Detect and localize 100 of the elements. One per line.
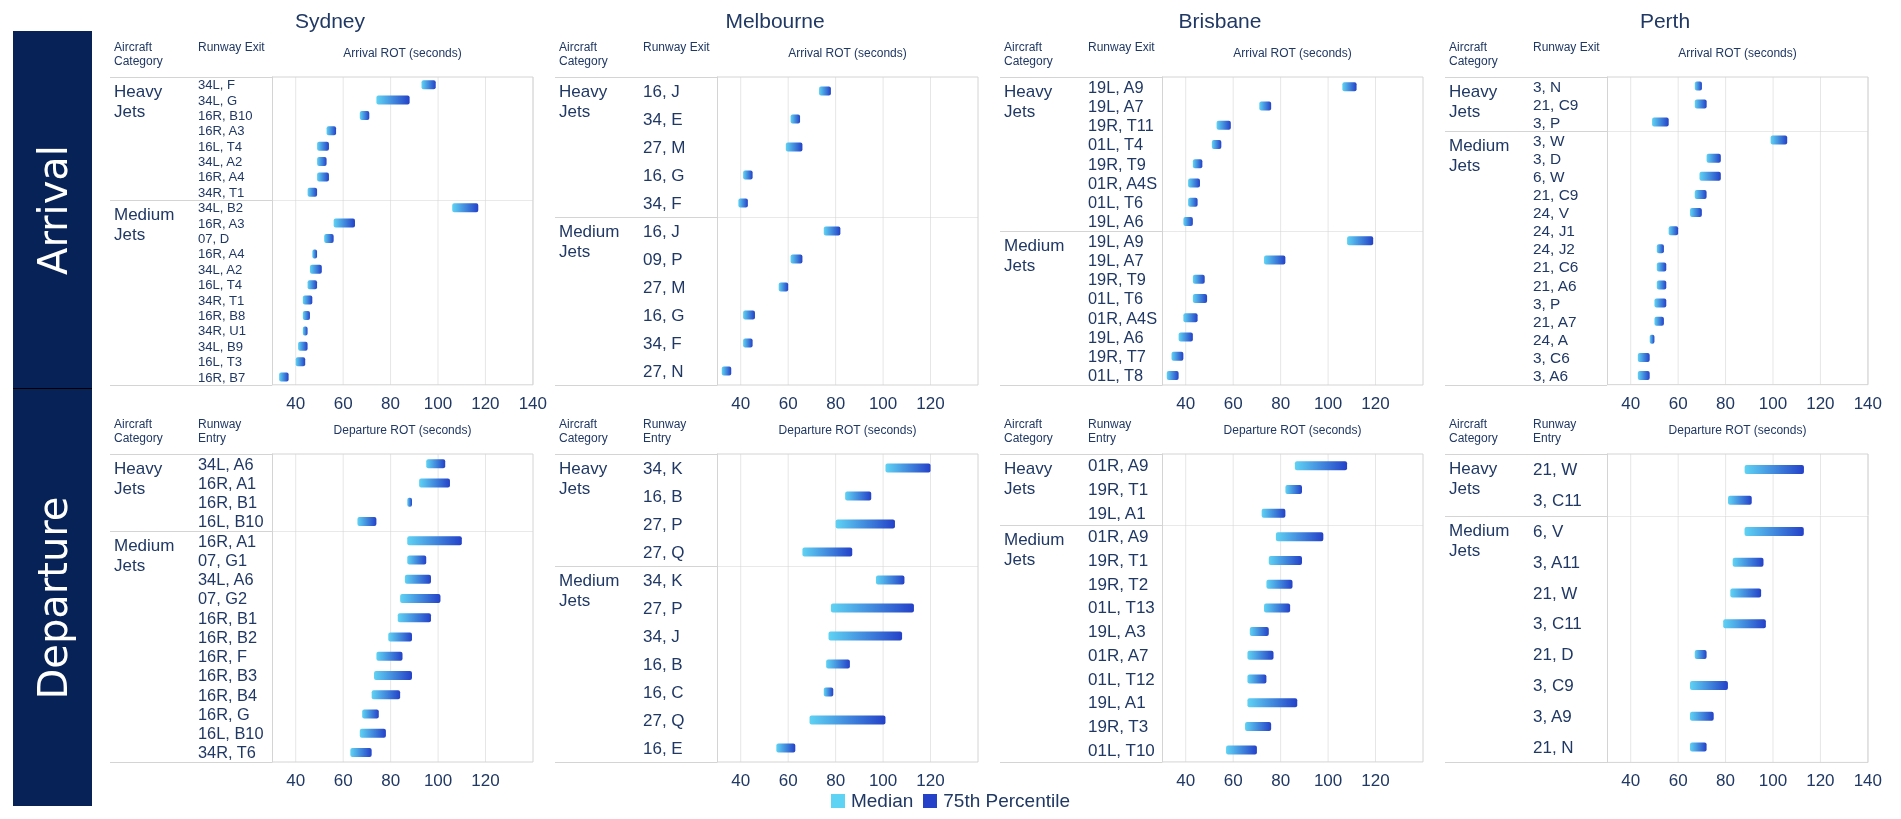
x-tick-label: 120 bbox=[471, 771, 500, 790]
y-tick-label: 01R, A9 bbox=[1088, 527, 1149, 547]
y-axis-title: Runway Entry bbox=[1533, 417, 1580, 445]
bar bbox=[426, 459, 446, 469]
y-tick-label: 16R, B2 bbox=[198, 627, 258, 646]
y-tick-label: 16L, T4 bbox=[198, 138, 243, 154]
bar bbox=[374, 670, 412, 680]
bar bbox=[875, 575, 905, 585]
text: Aircraft Category bbox=[114, 417, 163, 445]
y-tick-label: 16L, B10 bbox=[198, 724, 264, 743]
bar bbox=[1178, 332, 1193, 342]
y-tick-label: 24, J1 bbox=[1533, 222, 1575, 240]
bar bbox=[350, 747, 372, 757]
y-tick-label: 01L, T6 bbox=[1088, 289, 1144, 308]
bar bbox=[1268, 556, 1302, 566]
y-tick-label: 16R, B1 bbox=[198, 608, 258, 627]
bar bbox=[823, 226, 841, 236]
x-axis-title: Departure ROT (seconds) bbox=[1223, 423, 1362, 437]
text: Aircraft Category bbox=[114, 40, 163, 68]
y-tick-label: 3, N bbox=[1533, 77, 1562, 95]
x-tick-label: 60 bbox=[333, 393, 353, 413]
bar bbox=[397, 613, 431, 623]
text: Aircraft Category bbox=[1449, 40, 1498, 68]
y-tick-label: 34, K bbox=[643, 570, 684, 590]
y-tick-label: 3, C11 bbox=[1533, 490, 1582, 510]
y-tick-label: 27, M bbox=[643, 277, 686, 297]
bar bbox=[809, 715, 886, 725]
x-tick-label: 60 bbox=[1668, 770, 1688, 790]
y-tick-label: 01L, T6 bbox=[1088, 193, 1144, 212]
y-tick-label: 21, A7 bbox=[1533, 313, 1577, 331]
y-tick-label: 16R, A1 bbox=[198, 473, 257, 492]
y-tick-label: 34L, G bbox=[198, 92, 238, 108]
bar bbox=[1689, 680, 1728, 690]
x-tick-label: 100 bbox=[1313, 394, 1343, 413]
bar bbox=[1183, 313, 1198, 323]
bar bbox=[1216, 120, 1231, 130]
y-tick-label: 34, J bbox=[643, 626, 680, 646]
side-panel: Arrival bbox=[13, 31, 92, 388]
bar bbox=[1266, 579, 1293, 589]
x-tick-label: 80 bbox=[1716, 393, 1736, 413]
y-tick-label: 19R, T11 bbox=[1088, 116, 1154, 135]
y-tick-label: 6, V bbox=[1533, 521, 1564, 541]
chart-title: Melbourne bbox=[725, 9, 825, 32]
y-tick-label: 34R, T1 bbox=[198, 292, 245, 308]
chart-title: Brisbane bbox=[1178, 9, 1262, 32]
bar bbox=[1732, 557, 1764, 567]
text: Medium Jets bbox=[559, 570, 625, 610]
bar bbox=[388, 632, 412, 642]
y-tick-label: 3, W bbox=[1533, 131, 1566, 149]
text: Medium Jets bbox=[1004, 529, 1070, 569]
bar bbox=[1770, 135, 1788, 145]
x-tick-label: 100 bbox=[1313, 770, 1343, 790]
chart-title: Perth bbox=[1639, 9, 1691, 32]
y-tick-label: 07, D bbox=[198, 231, 230, 247]
y-axis-title: Runway Exit bbox=[1533, 40, 1601, 54]
text: Heavy Jets bbox=[1004, 458, 1057, 498]
x-axis-title: Departure ROT (seconds) bbox=[778, 423, 917, 437]
bar bbox=[885, 463, 931, 473]
bar bbox=[1226, 745, 1257, 755]
y-tick-label: 19L, A6 bbox=[1088, 327, 1144, 346]
y-tick-label: 3, C6 bbox=[1533, 349, 1570, 367]
text: Medium Jets bbox=[1449, 520, 1515, 560]
y-tick-label: 19L, A7 bbox=[1088, 96, 1144, 115]
x-tick-label: 60 bbox=[333, 771, 353, 790]
chart-title: Sydney bbox=[294, 9, 366, 32]
x-axis-title: Departure ROT (seconds) bbox=[1668, 423, 1807, 437]
x-tick-label: 60 bbox=[1223, 394, 1243, 413]
x-tick-label: 120 bbox=[916, 394, 945, 413]
text: Heavy Jets bbox=[559, 81, 612, 121]
y-tick-label: 34, F bbox=[643, 193, 682, 213]
y-tick-label: 16, B bbox=[643, 654, 683, 674]
y-tick-label: 19R, T1 bbox=[1088, 480, 1149, 499]
y-tick-label: 34L, A6 bbox=[198, 454, 254, 473]
bar bbox=[785, 142, 803, 152]
y-tick-label: 19L, A3 bbox=[1088, 622, 1146, 642]
bar bbox=[421, 80, 436, 90]
x-tick-label: 80 bbox=[826, 771, 846, 790]
x-tick-label: 140 bbox=[1853, 393, 1883, 413]
bar bbox=[835, 519, 895, 529]
x-tick-label: 120 bbox=[1806, 770, 1835, 790]
x-tick-label: 60 bbox=[1223, 770, 1243, 790]
x-tick-label: 100 bbox=[868, 771, 898, 790]
y-tick-label: 16L, B10 bbox=[198, 512, 264, 531]
y-tick-label: 34, F bbox=[643, 333, 682, 353]
y-tick-label: 01R, A4S bbox=[1088, 308, 1158, 327]
x-tick-label: 140 bbox=[518, 393, 548, 413]
bar bbox=[376, 95, 410, 105]
y-tick-label: 3, P bbox=[1533, 113, 1561, 131]
y-tick-label: 16R, A4 bbox=[198, 246, 245, 262]
x-tick-label: 100 bbox=[1758, 770, 1788, 790]
y-tick-label: 16, G bbox=[643, 165, 685, 185]
bar bbox=[1264, 603, 1291, 613]
y-tick-label: 3, A11 bbox=[1533, 552, 1580, 572]
y-tick-label: 3, A6 bbox=[1533, 367, 1569, 385]
text: Heavy Jets bbox=[1004, 81, 1057, 121]
x-tick-label: 60 bbox=[1668, 393, 1688, 413]
y-tick-label: 19L, A9 bbox=[1088, 231, 1144, 250]
bar bbox=[1249, 627, 1269, 637]
bar bbox=[407, 536, 462, 546]
y-tick-label: 27, Q bbox=[643, 542, 685, 562]
